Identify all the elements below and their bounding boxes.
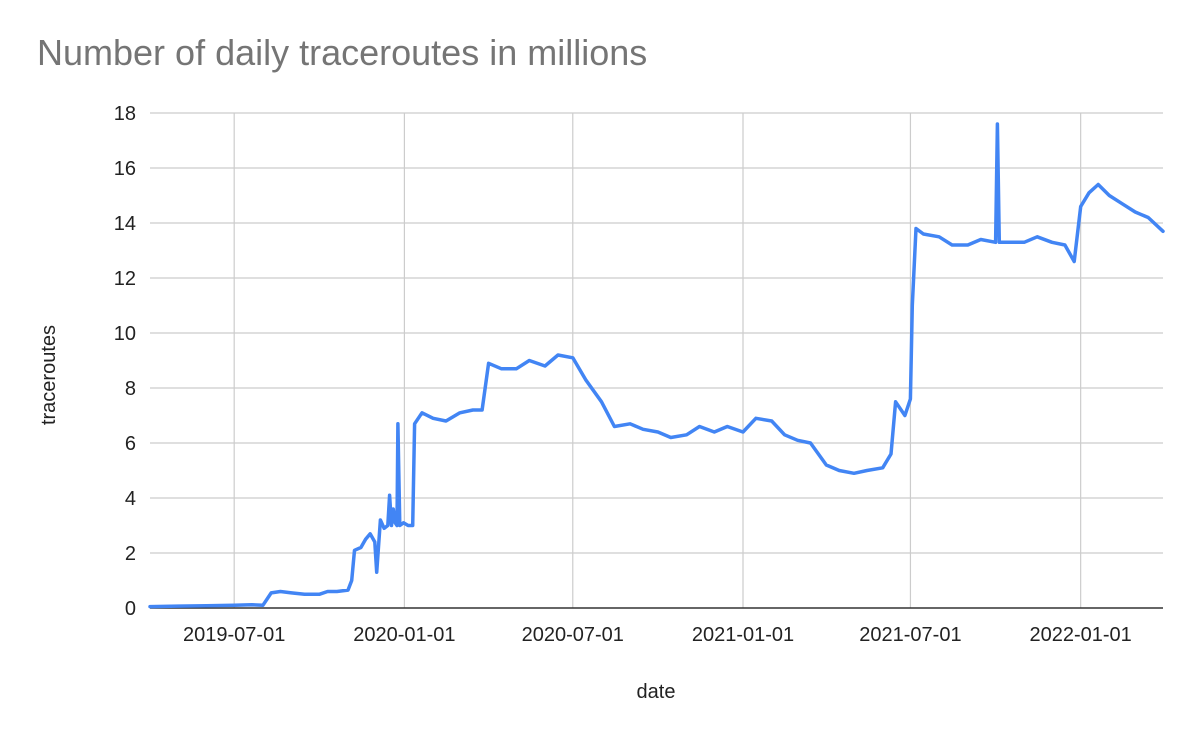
x-tick-label: 2020-01-01 — [353, 624, 455, 646]
series-line — [148, 122, 1165, 609]
y-tick-label: 4 — [125, 488, 136, 510]
series-layer — [148, 122, 1165, 609]
y-tick-label: 0 — [125, 598, 136, 620]
tick-labels: 0 2 4 6 8 10 12 14 16 18 2019-07-01 2020-01-01 2020-… — [114, 103, 1132, 646]
grid-lines — [150, 112, 1163, 608]
y-tick-label: 18 — [114, 103, 136, 125]
y-axis-label: traceroutes — [38, 325, 60, 425]
x-tick-label: 2021-01-01 — [692, 624, 794, 646]
y-tick-label: 14 — [114, 213, 136, 235]
x-tick-label: 2022-01-01 — [1030, 624, 1132, 646]
x-tick-label: 2019-07-01 — [183, 624, 285, 646]
y-tick-label: 16 — [114, 158, 136, 180]
y-tick-label: 2 — [125, 543, 136, 565]
x-tick-label: 2021-07-01 — [859, 624, 961, 646]
y-tick-label: 12 — [114, 268, 136, 290]
x-tick-label: 2020-07-01 — [522, 624, 624, 646]
y-tick-label: 10 — [114, 323, 136, 345]
x-axis-label: date — [637, 681, 676, 703]
chart-title: Number of daily traceroutes in millions — [37, 32, 648, 73]
y-tick-label: 8 — [125, 378, 136, 400]
y-tick-label: 6 — [125, 433, 136, 455]
